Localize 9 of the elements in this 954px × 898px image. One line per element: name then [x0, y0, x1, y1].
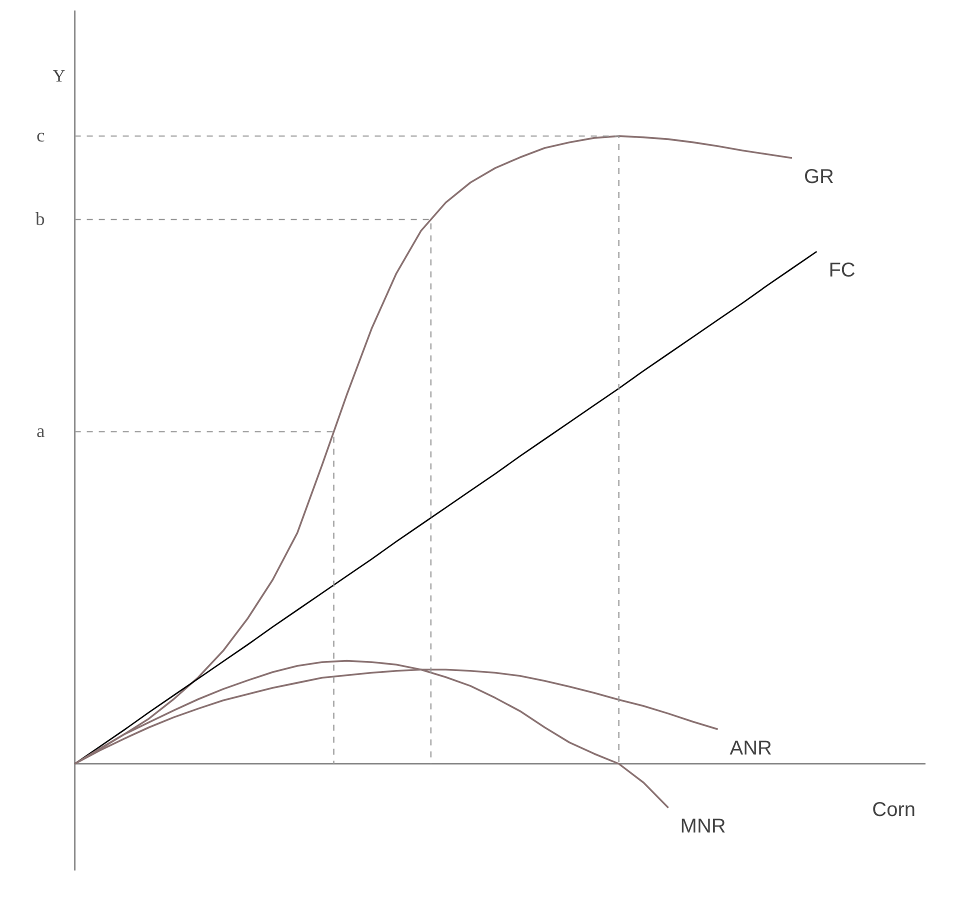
series-label: GR: [804, 166, 834, 188]
series-label: ANR: [730, 737, 772, 760]
x-axis-title: Corn: [872, 798, 916, 821]
ref-line-label: b: [35, 209, 45, 230]
y-axis-title: Y: [52, 66, 66, 86]
ref-line-label: c: [36, 126, 45, 147]
series-label: MNR: [680, 816, 726, 838]
ref-line-label: a: [36, 421, 46, 442]
series-label: FC: [828, 260, 856, 282]
